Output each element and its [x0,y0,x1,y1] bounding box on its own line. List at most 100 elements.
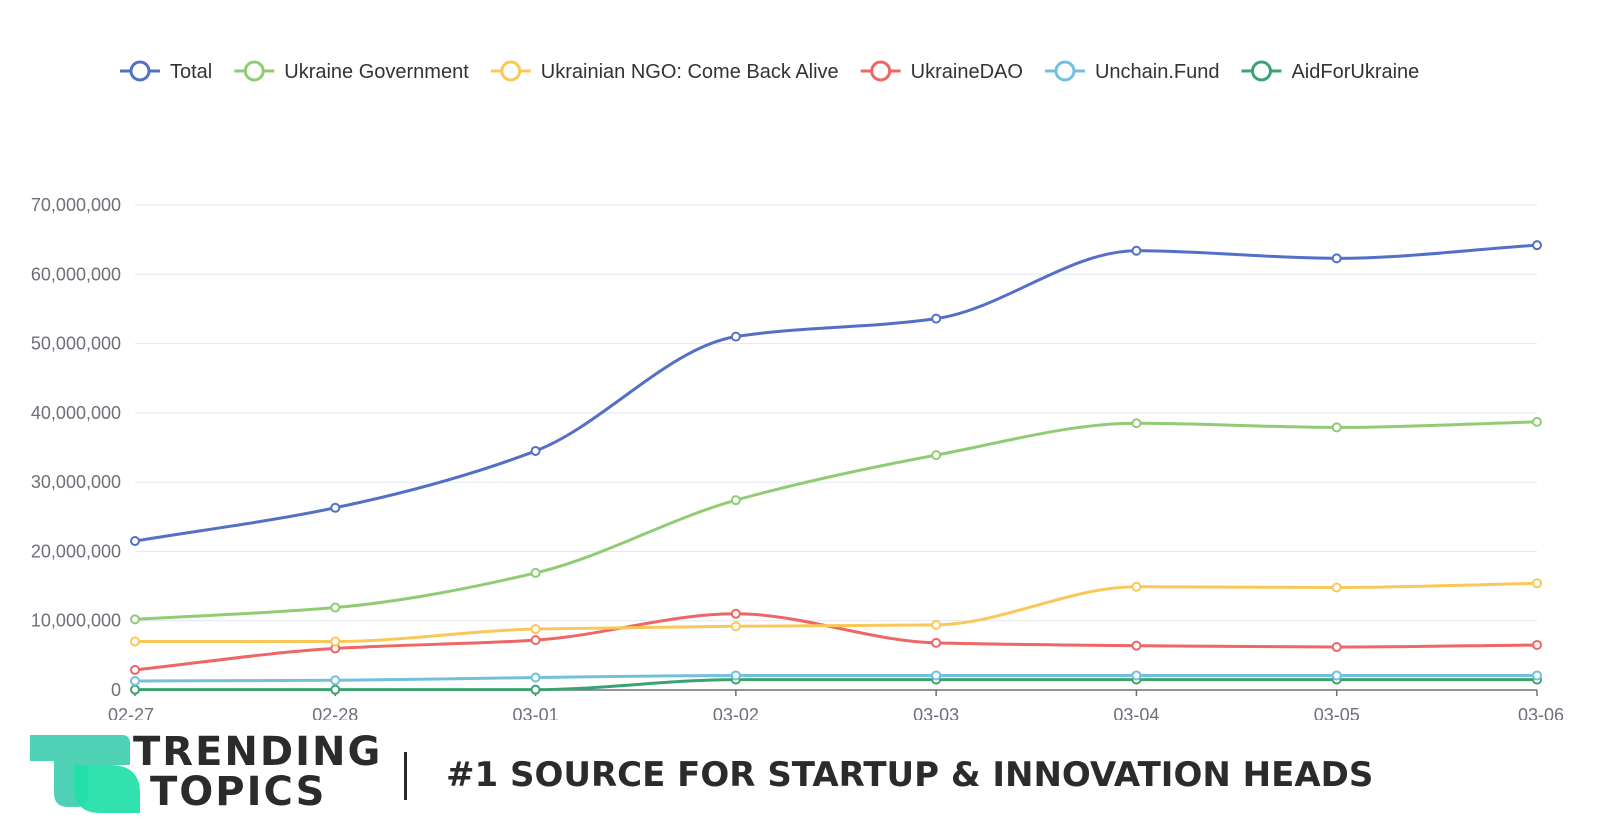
data-point [1131,670,1142,681]
legend-marker-icon [129,60,151,82]
data-point [330,602,341,613]
y-tick-label: 50,000,000 [31,334,121,354]
brand-name: TRENDING TOPICS [133,732,382,812]
data-point [1331,642,1342,653]
data-point [330,636,341,647]
y-tick-label: 10,000,000 [31,611,121,631]
data-point [130,684,140,695]
legend-item-ukrainedao: UkraineDAO [860,60,1023,83]
legend-marker-icon [243,60,265,82]
data-point [1131,640,1142,651]
series-total [130,240,1542,547]
legend-item-total: Total [120,60,212,83]
data-point [530,445,541,456]
data-point [1331,582,1342,593]
series-ukrainedao [130,608,1542,675]
series-aidforukraine [130,674,1542,695]
brand-footer: TRENDING TOPICS #1 SOURCE FOR STARTUP & … [0,720,1600,840]
legend-label: Ukraine Government [284,61,469,83]
data-point [530,635,541,646]
data-point [130,536,140,547]
legend-label: Ukrainian NGO: Come Back Alive [541,61,839,83]
y-tick-label: 40,000,000 [31,403,121,423]
line-chart: Total Ukraine Government Ukrainian NGO: Co… [31,60,1564,720]
x-tick-label: 03-02 [713,705,759,720]
data-point [931,619,942,630]
data-point [730,331,741,342]
data-point [1532,416,1542,427]
data-point [1131,581,1142,592]
series-group [130,240,1542,695]
x-tick-label: 03-03 [913,705,959,720]
legend-marker-icon [1054,60,1076,82]
x-tick-label: 03-04 [1113,705,1159,720]
data-point [130,675,140,686]
data-point [530,624,541,635]
legend-label: Unchain.Fund [1095,61,1220,83]
y-tick-label: 20,000,000 [31,541,121,561]
y-tick-label: 60,000,000 [31,264,121,284]
grid-lines [135,204,1537,622]
data-point [1131,418,1142,429]
series-ukrainian-ngo-come-back-alive [130,578,1542,647]
chart-legend: Total Ukraine Government Ukrainian NGO: Co… [120,60,1419,83]
data-point [330,684,341,695]
legend-marker-icon [500,60,522,82]
x-tick-label: 03-01 [513,705,559,720]
data-point [730,670,741,681]
legend-label: Total [170,61,212,83]
brand-divider [404,752,407,800]
legend-marker-icon [1250,60,1272,82]
trending-topics-logo [30,735,140,813]
x-tick-label: 03-05 [1314,705,1360,720]
y-tick-label: 70,000,000 [31,195,121,215]
series-unchain-fund [130,670,1542,686]
data-point [1331,422,1342,433]
data-point [530,672,541,683]
data-point [1331,670,1342,681]
legend-item-aidforukraine: AidForUkraine [1241,60,1419,83]
data-point [1532,240,1542,251]
data-point [1131,245,1142,256]
data-point [931,450,942,461]
series-line [134,612,1538,672]
series-ukraine-government [130,416,1542,625]
data-point [130,614,140,625]
data-point [1532,578,1542,589]
data-point [530,567,541,578]
data-point [730,608,741,619]
data-point [130,636,140,647]
data-point [931,313,942,324]
legend-item-ukraine-government: Ukraine Government [234,60,469,83]
series-line [135,581,1538,644]
y-axis: 0 10,000,000 20,000,000 30,000,000 40,000,00… [31,195,121,700]
legend-item-unchain-fund: Unchain.Fund [1044,60,1220,83]
logo-mark-right [74,765,140,813]
data-point [1532,670,1542,681]
x-axis: 02-27 02-28 03-01 03-02 03-03 03-04 03-05 03-06 [108,689,1564,720]
legend-label: UkraineDAO [911,61,1023,83]
data-point [931,637,942,648]
data-point [730,621,741,632]
x-tick-label: 02-28 [312,705,358,720]
series-line [134,673,1537,683]
y-tick-label: 0 [111,680,121,700]
data-point [730,495,741,506]
brand-name-line1: TRENDING [133,729,383,775]
data-point [530,684,541,695]
x-tick-label: 02-27 [108,705,154,720]
data-point [130,664,140,675]
series-line [135,678,1537,692]
brand-tagline: #1 SOURCE FOR STARTUP & INNOVATION HEADS [446,755,1374,795]
data-point [1532,639,1542,650]
legend-label: AidForUkraine [1291,61,1419,83]
data-point [330,675,341,686]
legend-item-ukrainian-ngo-come-back-alive: Ukrainian NGO: Come Back Alive [490,60,839,83]
x-tick-label: 03-06 [1518,705,1564,720]
data-point [931,670,942,681]
data-point [1331,253,1342,264]
brand-name-line2: TOPICS [150,769,327,815]
legend-marker-icon [870,60,892,82]
series-line [134,243,1538,543]
data-point [330,502,341,513]
